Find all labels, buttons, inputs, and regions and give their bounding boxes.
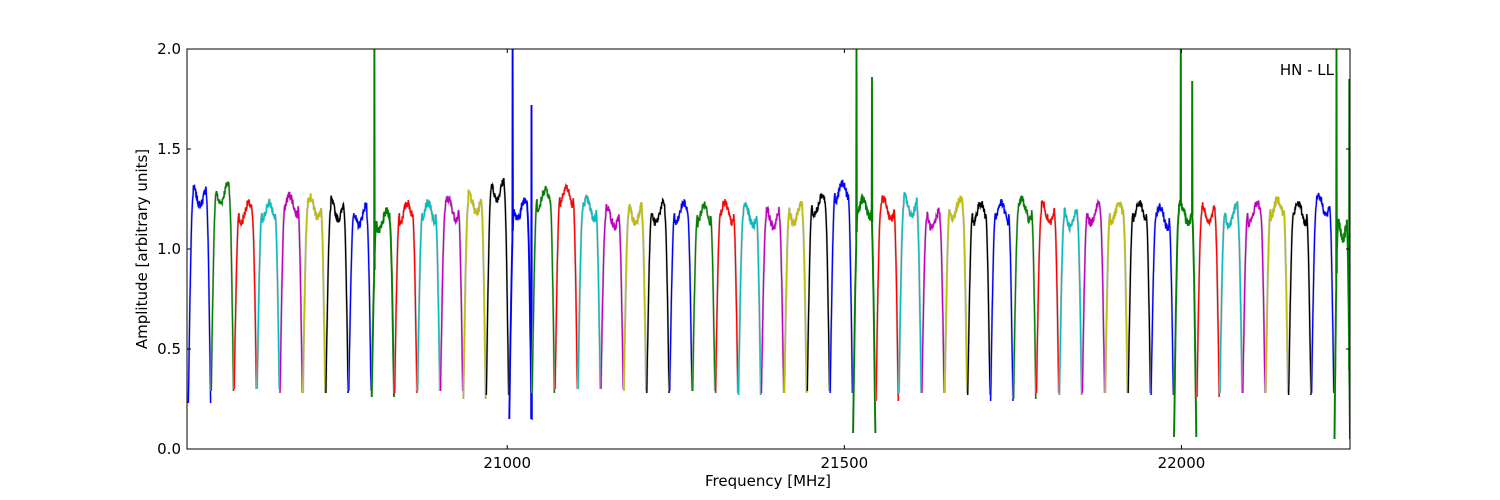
subband-line [508, 49, 533, 420]
subband-line [669, 199, 693, 392]
subband-line [531, 185, 556, 394]
subband-line [829, 179, 854, 394]
subband-line [256, 198, 281, 390]
subband-line [760, 206, 785, 394]
y-tick-label: 0.5 [157, 340, 181, 358]
subband-line [600, 204, 624, 390]
subband-line [967, 201, 991, 396]
subband-line [692, 201, 716, 392]
subband-line [325, 195, 349, 394]
subband-line [1173, 49, 1198, 438]
x-tick-label: 22000 [1158, 454, 1206, 472]
subband-line [416, 199, 441, 392]
plot-annotation: HN - LL [1280, 61, 1335, 79]
subband-line [1081, 199, 1106, 394]
y-tick-label: 1.5 [157, 140, 181, 158]
y-tick-label: 1.0 [157, 240, 181, 258]
subband-line [1104, 201, 1129, 394]
subband-line [233, 199, 258, 390]
subband-line [1219, 201, 1243, 394]
subband-line [806, 192, 831, 392]
subband-line [485, 177, 510, 396]
subband-line [394, 200, 418, 394]
subband-line [462, 189, 487, 400]
x-axis-label: Frequency [MHz] [705, 472, 831, 490]
y-tick-label: 0.0 [157, 440, 181, 458]
subband-line [875, 195, 899, 402]
subband-line [1287, 201, 1312, 396]
subband-line [348, 202, 372, 392]
subband-line [783, 201, 808, 394]
y-axis-ticks: 0.0 0.5 1.0 1.5 2.0 [157, 40, 1350, 458]
subband-line [577, 194, 601, 390]
subband-line [554, 183, 579, 390]
subband-line [279, 191, 303, 394]
subband-line [1333, 49, 1350, 440]
subband-line [1196, 202, 1220, 398]
subband-line [944, 195, 968, 394]
subband-line [1012, 195, 1037, 400]
y-tick-label: 2.0 [157, 40, 181, 58]
subband-line [714, 199, 739, 394]
subband-line [1265, 196, 1289, 394]
subband-line [1127, 200, 1152, 394]
subband-line [646, 197, 670, 394]
y-axis-label: Amplitude [arbitrary units] [133, 149, 151, 349]
subband-line [1310, 192, 1335, 394]
subband-line [370, 49, 395, 398]
subband-line [1150, 202, 1175, 396]
x-tick-label: 21000 [483, 454, 531, 472]
subband-line [737, 201, 762, 396]
plot-series [187, 49, 1350, 440]
subband-line [439, 195, 464, 392]
subband-line [187, 184, 212, 404]
subband-line [921, 207, 945, 394]
subband-line [852, 49, 877, 434]
subband-line [1058, 207, 1083, 396]
subband-line [302, 193, 326, 394]
x-tick-label: 21500 [820, 454, 868, 472]
subband-line [989, 199, 1014, 402]
subband-line [1242, 200, 1266, 394]
x-axis-ticks: 21000 21500 22000 [483, 49, 1205, 472]
subband-line [623, 202, 647, 392]
subband-line [210, 181, 235, 392]
subband-line [898, 192, 922, 394]
subband-line [1035, 200, 1060, 394]
